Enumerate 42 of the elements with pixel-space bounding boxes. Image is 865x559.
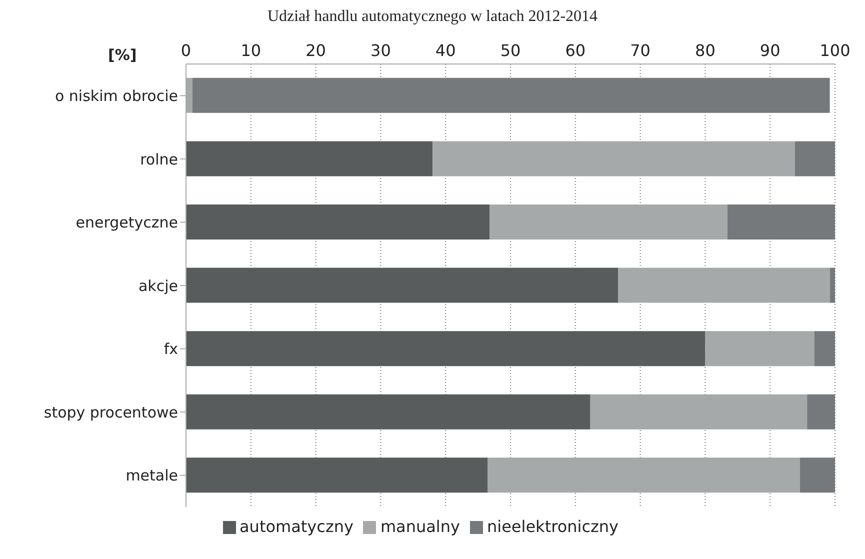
bar — [186, 331, 706, 366]
x-tick-label: 90 — [760, 41, 780, 60]
legend-label: nieelektroniczny — [486, 517, 618, 536]
bar — [590, 394, 808, 430]
bar — [192, 78, 830, 113]
y-tick-label: energetyczne — [76, 214, 178, 232]
bar — [727, 204, 835, 240]
bar — [618, 268, 830, 303]
x-tick-label: 30 — [370, 41, 391, 60]
bar — [800, 458, 835, 493]
bar — [794, 141, 835, 176]
bar — [490, 204, 728, 240]
bar — [814, 331, 835, 366]
x-tick-label: 80 — [695, 41, 716, 60]
y-tick-label: metale — [126, 466, 178, 485]
x-tick-label: 60 — [565, 41, 586, 60]
bar — [807, 394, 835, 430]
bar — [488, 458, 800, 493]
x-axis-title: [%] — [108, 46, 137, 64]
y-tick-label: fx — [164, 340, 178, 358]
bar — [186, 394, 590, 430]
bar — [432, 141, 795, 176]
x-tick-label: 0 — [180, 41, 192, 60]
legend-label: manualny — [380, 517, 460, 536]
x-tick-label: 20 — [306, 41, 326, 60]
x-tick-label: 40 — [435, 41, 456, 60]
x-tick-label: 50 — [500, 41, 521, 60]
y-tick-label: rolne — [140, 150, 178, 168]
y-tick-label: stopy procentowe — [44, 403, 178, 422]
bar — [705, 331, 814, 366]
bar — [186, 268, 618, 303]
legend-label: automatyczny — [240, 517, 354, 536]
x-tick-label: 70 — [630, 41, 650, 60]
chart-title: Udział handlu automatycznego w latach 2012-2014 — [266, 8, 599, 26]
y-tick-label: o niskim obrocie — [54, 86, 178, 105]
y-tick-label: akcje — [138, 276, 178, 295]
bar — [186, 141, 433, 176]
x-tick-label: 100 — [820, 41, 850, 60]
x-tick-label: 10 — [240, 41, 262, 60]
bar — [186, 458, 488, 493]
bar — [186, 204, 490, 240]
bar — [830, 268, 835, 303]
